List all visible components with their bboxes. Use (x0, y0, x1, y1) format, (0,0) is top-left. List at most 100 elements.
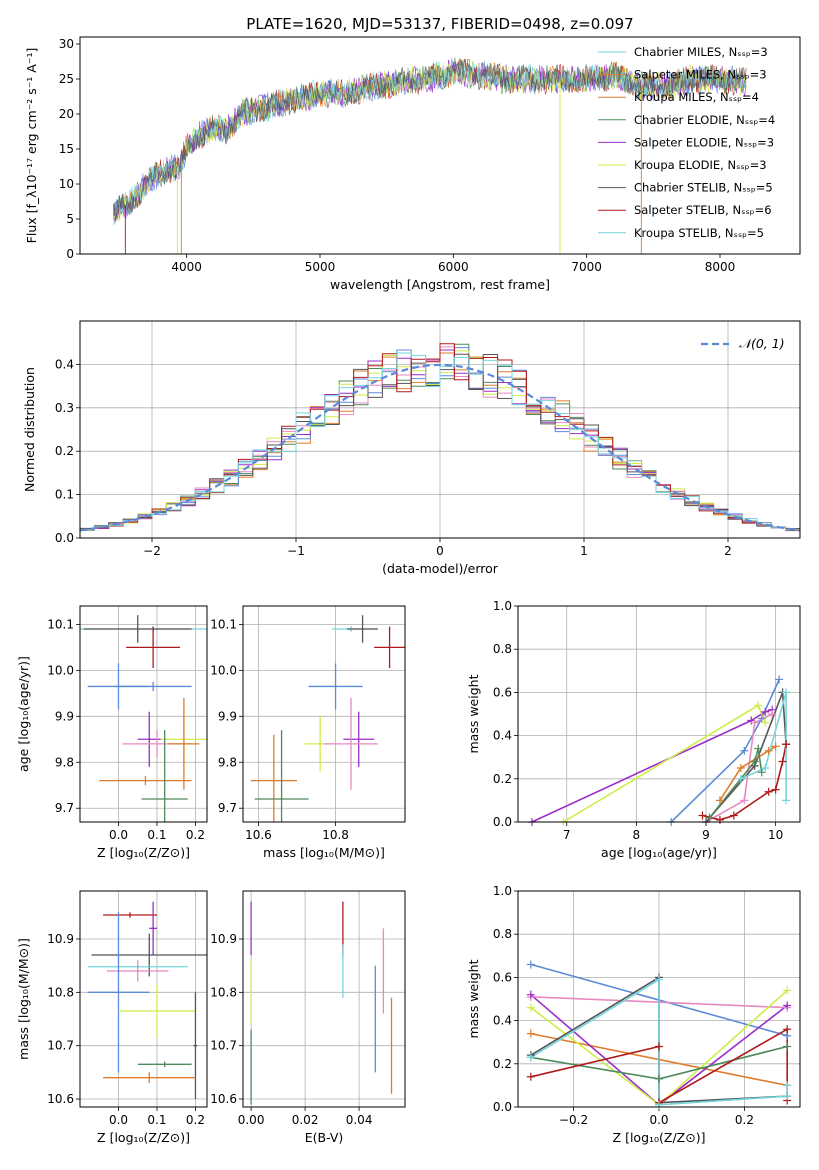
weight-marker (783, 1001, 792, 1010)
x-tick-label: −2 (143, 544, 161, 558)
weight-marker (750, 718, 759, 727)
y-tick-label: 0.0 (493, 1100, 512, 1114)
legend-label: Kroupa MILES, Nₛₛₚ=4 (634, 90, 759, 104)
x-axis-label: E(B-V) (305, 1130, 344, 1145)
weight-marker (715, 815, 724, 824)
weight-marker (526, 990, 535, 999)
weight-line-purple (531, 708, 773, 822)
y-tick-label: 9.7 (218, 801, 237, 815)
weight-marker (736, 774, 745, 783)
axes-frame (79, 320, 801, 539)
y-axis-label: Normed distribution (22, 367, 37, 492)
y-tick-label: 0.1 (55, 488, 74, 502)
spectrum-line-gray (113, 59, 747, 220)
x-axis-label: mass [log₁₀(M/M⊙)] (263, 845, 385, 860)
x-tick-label: 4000 (171, 260, 202, 274)
axes-frame (242, 605, 406, 823)
legend-label: 𝒩(0, 1) (739, 336, 785, 351)
y-tick-label: 9.9 (218, 709, 237, 723)
y-tick-label: 30 (59, 37, 74, 51)
weight-marker (783, 1092, 792, 1101)
weight-marker (771, 742, 780, 751)
y-tick-label: 9.7 (55, 801, 74, 815)
y-axis-label: age [log₁₀(age/yr)] (16, 656, 31, 772)
axes-frame (79, 36, 801, 255)
histogram-cyan (80, 352, 800, 531)
weight-marker (750, 757, 759, 766)
x-tick-label: 0.1 (147, 1113, 166, 1127)
legend-label: Kroupa ELODIE, Nₛₛₚ=3 (634, 158, 767, 172)
x-tick-label: 0.02 (292, 1113, 319, 1127)
weight-marker (655, 1074, 663, 1083)
legend-label: Salpeter ELODIE, Nₛₛₚ=3 (634, 135, 774, 149)
weight-marker (771, 785, 780, 794)
mass-vs-metallicity-panel: 0.0 0.1 0.2 10.6 10.7 10.8 10.9 Z [log₁₀(Z/Z⊙)]… (16, 890, 208, 1145)
y-tick-label: 10.8 (47, 985, 74, 999)
y-tick-label: 10.6 (210, 1092, 237, 1106)
y-tick-label: 0.8 (493, 642, 512, 656)
y-tick-label: 25 (59, 72, 74, 86)
weight-marker (655, 1042, 663, 1051)
y-tick-label: 0.4 (493, 729, 512, 743)
y-tick-label: 0.2 (55, 444, 74, 458)
axes-frame (79, 890, 208, 1108)
residual-panel: −2 −1 0 1 2 0.0 0.1 0.2 0.3 0.4 (data-model)/error… (22, 320, 801, 576)
weight-marker (526, 1029, 535, 1038)
y-tick-label: 0.3 (55, 401, 74, 415)
legend-label: Kroupa STELIB, Nₛₛₚ=5 (634, 226, 764, 240)
y-tick-label: 0.8 (493, 927, 512, 941)
weight-marker (698, 811, 707, 820)
weight-marker (783, 1081, 792, 1090)
weight-marker (764, 746, 773, 755)
weight-marker (655, 1100, 663, 1109)
y-tick-label: 9.8 (55, 755, 74, 769)
x-tick-label: 0.2 (735, 1113, 754, 1127)
y-tick-label: 10.0 (210, 663, 237, 677)
x-axis-label: wavelength [Angstrom, rest frame] (330, 277, 550, 292)
gaussian-curve (80, 363, 800, 532)
weight-marker (768, 710, 777, 718)
y-tick-label: 10.1 (210, 617, 237, 631)
x-tick-label: −1 (287, 544, 305, 558)
y-tick-label: 10.7 (210, 1039, 237, 1053)
y-tick-label: 10.1 (47, 617, 74, 631)
legend-label: Chabrier STELIB, Nₛₛₚ=5 (634, 181, 773, 195)
weight-line-lime (562, 704, 766, 822)
y-tick-label: 0 (66, 247, 74, 261)
y-axis-label: mass weight (466, 959, 481, 1038)
x-tick-label: 2 (724, 544, 732, 558)
weight-marker (775, 675, 784, 684)
y-tick-label: 15 (59, 142, 74, 156)
weight-marker (764, 787, 773, 796)
weight-line-gray (705, 692, 787, 822)
x-tick-label: 7000 (571, 260, 602, 274)
x-tick-label: 5000 (305, 260, 336, 274)
legend-label: Chabrier MILES, Nₛₛₚ=3 (634, 45, 768, 59)
weight-marker (778, 757, 787, 766)
legend-label: Salpeter MILES, Nₛₛₚ=3 (634, 68, 767, 82)
weight-line-green (708, 748, 763, 819)
x-tick-label: 0.0 (109, 828, 128, 842)
x-tick-label: 0.00 (238, 1113, 265, 1127)
weight-marker (761, 718, 770, 727)
legend-label: Salpeter STELIB, Nₛₛₚ=6 (634, 203, 772, 217)
x-tick-label: 0.1 (147, 828, 166, 842)
y-tick-label: 9.8 (218, 755, 237, 769)
y-tick-label: 5 (66, 212, 74, 226)
mass-vs-ebv-panel: 0.00 0.02 0.04 10.6 10.7 10.8 10.9 E(B-V) (210, 890, 406, 1145)
spectrum-panel: 4000 5000 6000 7000 8000 0 5 10 15 20 25 30 waveleng… (24, 36, 801, 292)
weight-marker (736, 764, 745, 772)
weight-marker (761, 764, 770, 772)
weight-marker (526, 1072, 535, 1081)
y-axis-label: mass [log₁₀(M/M⊙)] (16, 938, 31, 1060)
y-tick-label: 10.7 (47, 1039, 74, 1053)
y-axis-label: mass weight (466, 674, 481, 753)
x-axis-label: Z [log₁₀(Z/Z⊙)] (613, 1130, 706, 1145)
weight-marker (761, 707, 770, 716)
weight-marker (782, 740, 791, 749)
legend-label: Chabrier ELODIE, Nₛₛₚ=4 (634, 113, 775, 127)
y-tick-label: 10.6 (47, 1092, 74, 1106)
x-tick-label: 7 (563, 828, 571, 842)
x-axis-label: age [log₁₀(age/yr)] (601, 845, 717, 860)
